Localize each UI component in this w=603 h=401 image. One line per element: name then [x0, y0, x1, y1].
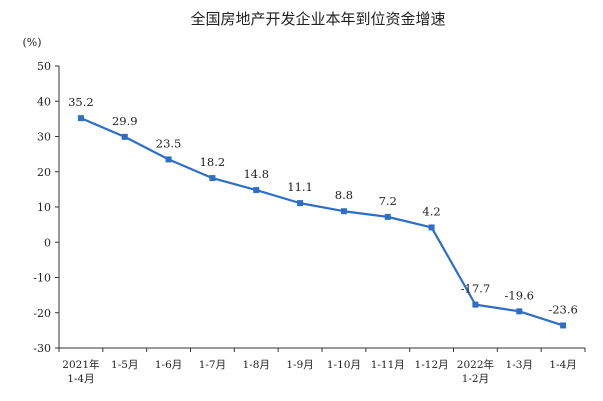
x-tick-label: 2021年: [62, 358, 99, 371]
x-tick-label: 1-12月: [415, 359, 449, 371]
x-tick-label: 2022年: [457, 358, 494, 371]
y-tick-label: 40: [37, 95, 51, 108]
x-tick-label: 1-7月: [199, 359, 226, 371]
chart-title: 全国房地产开发企业本年到位资金增速: [190, 10, 445, 28]
data-point: [516, 308, 523, 315]
y-unit-label: (%): [22, 36, 41, 49]
data-label: 4.2: [422, 204, 440, 218]
data-point: [253, 187, 260, 194]
data-label: 14.8: [243, 167, 269, 181]
x-tick-label: 1-9月: [286, 359, 313, 371]
x-tick-label: 1-6月: [155, 359, 182, 371]
y-tick-label: 30: [37, 131, 51, 144]
x-tick-label: 1-3月: [506, 359, 533, 371]
y-tick-label: -20: [33, 307, 51, 320]
data-point: [560, 322, 567, 329]
data-label: 29.9: [112, 114, 138, 128]
y-tick-label: -30: [33, 342, 51, 355]
data-point: [472, 301, 479, 308]
data-label: 11.1: [287, 180, 313, 194]
data-point: [340, 208, 347, 215]
y-tick-label: 0: [44, 236, 51, 249]
y-tick-label: 20: [37, 166, 51, 179]
data-label: 23.5: [156, 136, 182, 150]
y-ticks: 50 40 30 20 10 0 -10 -20 -30: [33, 60, 59, 355]
data-labels: 35.2 29.9 23.5 18.2 14.8 11.1 8.8 7.2 4.2 -17.7 -1…: [68, 95, 578, 316]
data-point: [121, 133, 128, 140]
x-tick-label: 1-4月: [549, 359, 576, 371]
x-tick-label: 1-4月: [67, 373, 94, 385]
data-point: [165, 156, 172, 163]
data-point: [384, 213, 391, 220]
data-point: [297, 200, 304, 207]
y-tick-label: -10: [33, 272, 51, 285]
data-label: 8.8: [335, 188, 353, 202]
data-point: [77, 115, 84, 122]
x-tick-label: 1-5月: [111, 359, 138, 371]
x-tick-label: 1-8月: [243, 359, 270, 371]
y-tick-label: 10: [37, 201, 51, 214]
series-line: [80, 117, 564, 327]
x-ticks: 2021年 1-4月 1-5月 1-6月 1-7月 1-8月 1-9月 1-10月 1-11月 1…: [58, 348, 586, 385]
x-tick-label: 1-2月: [462, 373, 489, 385]
series-markers: [77, 115, 567, 329]
data-label: -19.6: [505, 288, 535, 302]
data-label: 18.2: [200, 155, 226, 169]
x-tick-label: 1-11月: [371, 359, 405, 371]
data-label: -23.6: [548, 302, 578, 316]
x-tick-label: 1-10月: [327, 359, 361, 371]
data-point: [209, 175, 216, 182]
data-point: [428, 224, 435, 231]
data-label: 7.2: [379, 194, 397, 208]
data-label: -17.7: [461, 282, 491, 296]
y-tick-label: 50: [37, 60, 51, 73]
data-label: 35.2: [68, 95, 94, 109]
